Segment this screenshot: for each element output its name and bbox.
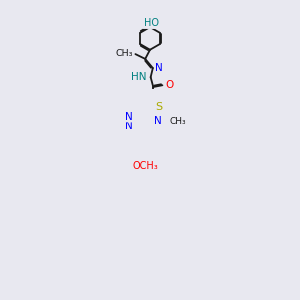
Text: HO: HO	[144, 18, 159, 28]
Text: N: N	[125, 121, 133, 131]
Text: N: N	[155, 63, 163, 73]
Text: OCH₃: OCH₃	[132, 161, 158, 171]
Text: HN: HN	[131, 72, 146, 82]
Text: S: S	[155, 102, 163, 112]
Text: O: O	[165, 80, 173, 90]
Text: CH₃: CH₃	[115, 49, 133, 58]
Text: N: N	[125, 112, 133, 122]
Text: CH₃: CH₃	[169, 117, 186, 126]
Text: N: N	[154, 116, 162, 126]
